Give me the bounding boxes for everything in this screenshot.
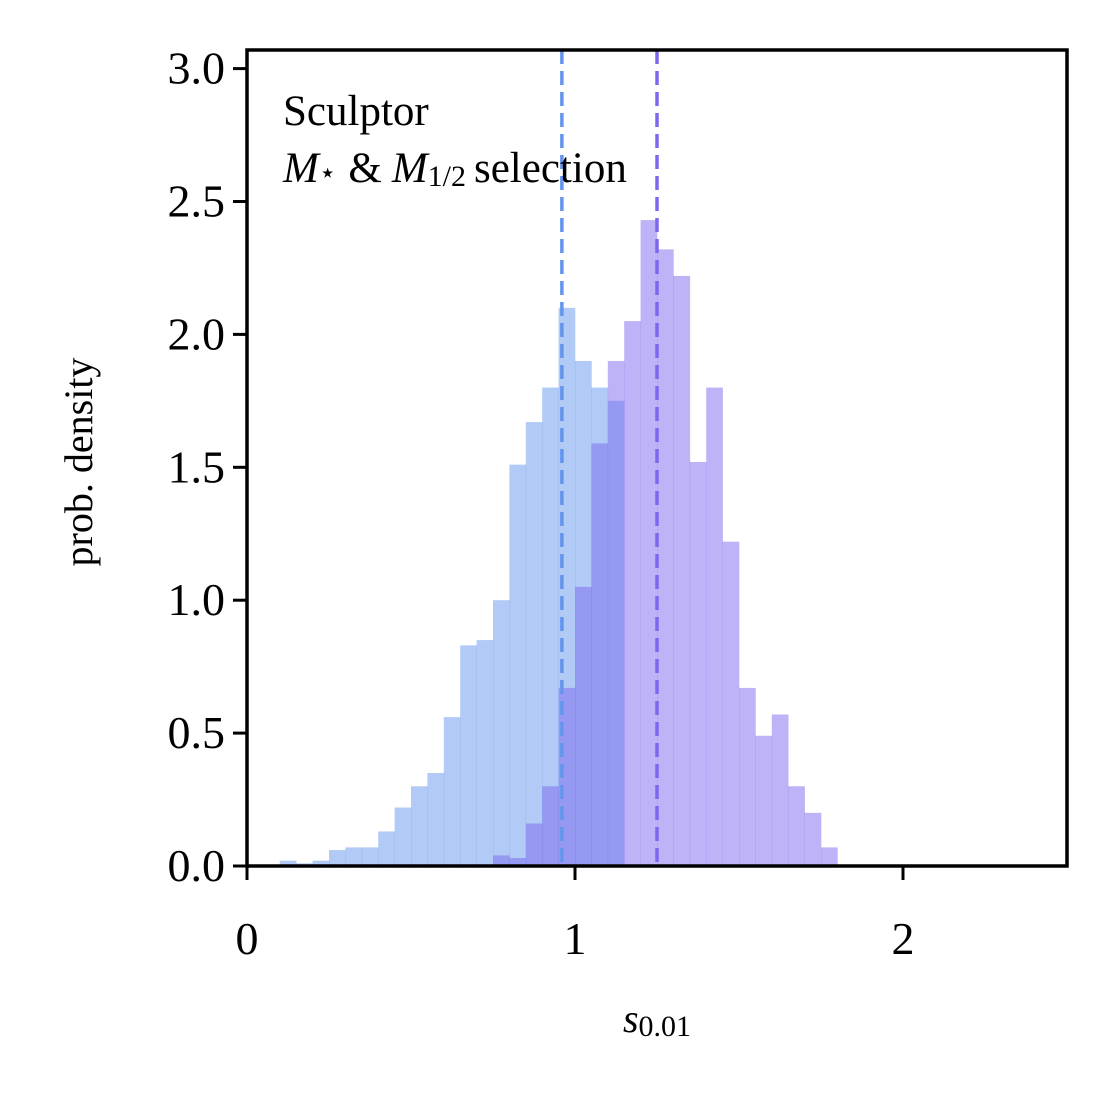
histogram-bar — [460, 645, 477, 866]
bars-layer — [279, 220, 838, 867]
histogram-bar — [821, 847, 838, 866]
histogram-bar — [525, 823, 543, 866]
y-tick-label: 0.0 — [168, 840, 226, 891]
histogram-bar — [493, 600, 510, 866]
histogram-bar — [312, 860, 330, 866]
histogram-bar — [329, 850, 346, 866]
histogram-bar — [607, 360, 625, 866]
histogram-bar — [689, 461, 707, 866]
histogram-bar — [657, 249, 674, 867]
histogram-bar — [525, 422, 543, 866]
annotation-selection: M⋆ & M1/2 selection — [282, 145, 627, 193]
histogram-bar — [509, 858, 527, 866]
histogram-bar — [411, 786, 428, 866]
histogram-bar — [575, 586, 592, 866]
histogram-bar — [755, 735, 773, 866]
x-tick-label: 2 — [892, 913, 915, 964]
y-tick-label: 0.5 — [168, 707, 226, 758]
ticks-layer: 0.0 0.5 1.0 1.5 2.0 2.5 3.0 0 1 2 — [168, 43, 915, 964]
histogram-bar — [361, 847, 379, 866]
histogram-bar — [279, 860, 297, 866]
histogram-bar — [542, 786, 559, 866]
annotation: Sculptor M⋆ & M1/2 selection — [282, 88, 627, 193]
histogram-bar — [624, 321, 641, 866]
median-lines — [560, 50, 659, 866]
histogram-bar — [378, 831, 395, 866]
x-axis-label: s0.01 — [623, 996, 691, 1043]
histogram-bar — [509, 464, 527, 866]
annotation-galaxy: Sculptor — [283, 88, 429, 135]
histogram-bar — [788, 786, 805, 866]
histogram-bar — [706, 387, 723, 866]
y-tick-label: 2.0 — [168, 308, 226, 359]
x-tick-label: 1 — [564, 913, 587, 964]
histogram-bar — [771, 714, 789, 866]
histogram-series-2 — [493, 220, 838, 867]
histogram-bar — [443, 717, 461, 866]
axes-frame — [245, 48, 1069, 868]
histogram-bar — [640, 220, 658, 867]
histogram-bar — [739, 687, 756, 866]
histogram-bar — [427, 772, 445, 866]
x-tick-label: 0 — [236, 913, 259, 964]
histogram-bar — [394, 807, 412, 866]
y-tick-label: 2.5 — [168, 176, 226, 227]
histogram-bar — [804, 812, 822, 866]
histogram-bar — [493, 855, 510, 866]
y-axis-label: prob. density — [56, 358, 101, 567]
histogram-bar — [673, 275, 691, 866]
histogram-bar — [722, 541, 740, 866]
histogram-bar — [476, 640, 494, 866]
y-tick-label: 1.0 — [168, 574, 226, 625]
histogram-bar — [542, 387, 559, 866]
histogram-bar — [591, 443, 609, 866]
y-tick-label: 1.5 — [168, 441, 226, 492]
histogram-bar — [345, 847, 363, 866]
y-tick-label: 3.0 — [168, 43, 226, 94]
